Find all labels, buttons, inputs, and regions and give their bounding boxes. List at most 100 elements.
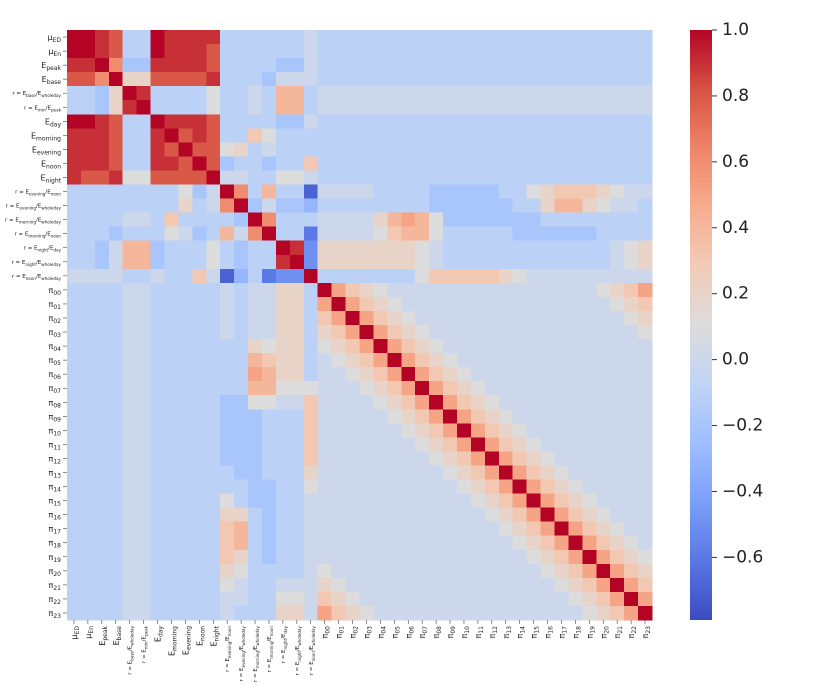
heatmap-cell <box>192 310 207 326</box>
heatmap-cell <box>262 156 277 171</box>
heatmap-cell <box>498 198 514 214</box>
heatmap-cell <box>373 142 388 157</box>
heatmap-cell <box>526 325 541 340</box>
heatmap-cell <box>234 86 249 101</box>
heatmap-cell <box>638 493 653 509</box>
heatmap-cell <box>248 240 263 256</box>
x-tick-label: μED <box>69 626 81 640</box>
heatmap-cell <box>331 507 346 523</box>
heatmap-cell <box>387 549 402 565</box>
heatmap-cell <box>122 409 138 424</box>
heatmap-cell <box>373 437 388 452</box>
heatmap-cell <box>345 395 360 410</box>
heatmap-cell <box>443 100 458 115</box>
heatmap-cell <box>582 535 597 551</box>
heatmap-cell <box>512 577 528 593</box>
heatmap-cell <box>638 395 653 410</box>
heatmap-cell <box>234 100 249 115</box>
heatmap-cell <box>94 353 110 368</box>
heatmap-cell <box>80 72 96 87</box>
heatmap-cell <box>275 493 291 509</box>
heatmap-cell <box>415 395 430 410</box>
heatmap-cell <box>206 493 221 509</box>
heatmap-cell <box>94 86 110 101</box>
heatmap-cell <box>484 58 500 73</box>
heatmap-cell <box>262 479 277 494</box>
heatmap-cell <box>303 409 319 424</box>
heatmap-cell <box>178 226 193 242</box>
heatmap-cell <box>289 268 305 284</box>
heatmap-cell <box>596 296 611 312</box>
heatmap-cell <box>317 549 333 565</box>
heatmap-cell <box>303 493 319 509</box>
heatmap-cell <box>498 325 514 340</box>
heatmap-cell <box>67 282 82 298</box>
heatmap-cell <box>67 381 82 396</box>
heatmap-cell <box>457 465 472 480</box>
heatmap-cell <box>317 339 333 354</box>
heatmap-cell <box>122 114 138 129</box>
heatmap-cell <box>401 282 416 298</box>
heatmap-cell <box>317 268 333 284</box>
heatmap-cell <box>234 72 249 87</box>
heatmap-cell <box>540 72 555 87</box>
heatmap-cell <box>150 591 165 607</box>
heatmap-cell <box>512 198 528 214</box>
heatmap-cell <box>262 170 277 185</box>
heatmap-cell <box>248 409 263 424</box>
heatmap-cell <box>220 58 235 73</box>
heatmap-cell <box>359 493 374 509</box>
heatmap-cell <box>220 437 235 452</box>
heatmap-cell <box>262 58 277 73</box>
heatmap-cell <box>373 493 388 509</box>
heatmap-cell <box>303 30 319 45</box>
heatmap-cell <box>303 58 319 73</box>
heatmap-cell <box>150 296 165 312</box>
heatmap-cell <box>359 325 374 340</box>
heatmap-cell <box>624 479 639 494</box>
heatmap-cell <box>443 325 458 340</box>
heatmap-cell <box>638 156 653 171</box>
heatmap-cell <box>359 479 374 494</box>
heatmap-cell <box>192 479 207 494</box>
heatmap-cell <box>67 549 82 565</box>
heatmap-cell <box>443 268 458 284</box>
heatmap-cell <box>596 549 611 565</box>
heatmap-cell <box>108 198 124 214</box>
heatmap-cell <box>67 493 82 509</box>
heatmap-cell <box>206 535 221 551</box>
heatmap-cell <box>540 86 555 101</box>
heatmap-cell <box>108 549 124 565</box>
x-tick-label: Eevening <box>181 626 193 655</box>
heatmap-cell <box>373 282 388 298</box>
heatmap-cell <box>275 282 291 298</box>
heatmap-cell <box>596 521 611 537</box>
x-tick-label: Emorning <box>167 626 179 656</box>
heatmap-cell <box>234 437 249 452</box>
heatmap-cell <box>94 451 110 466</box>
heatmap-cell <box>136 58 151 73</box>
heatmap-cell <box>359 535 374 551</box>
heatmap-cell <box>526 521 541 537</box>
heatmap-cell <box>122 282 138 298</box>
heatmap-cell <box>484 212 500 228</box>
heatmap-cell <box>540 353 555 368</box>
heatmap-cell <box>596 353 611 368</box>
heatmap-cell <box>80 170 96 185</box>
heatmap-cell <box>484 423 500 438</box>
heatmap-cell <box>317 184 333 199</box>
heatmap-cell <box>164 535 179 551</box>
heatmap-cell <box>526 114 541 129</box>
heatmap-cell <box>164 296 179 312</box>
heatmap-cell <box>164 521 179 537</box>
heatmap-cell <box>275 605 291 621</box>
heatmap-cell <box>526 184 541 199</box>
heatmap-cell <box>80 268 96 284</box>
heatmap-cell <box>596 268 611 284</box>
heatmap-cell <box>387 296 402 312</box>
heatmap-cell <box>303 156 319 171</box>
heatmap-cell <box>94 479 110 494</box>
heatmap-cell <box>178 58 193 73</box>
heatmap-cell <box>136 591 151 607</box>
heatmap-cell <box>262 226 277 242</box>
